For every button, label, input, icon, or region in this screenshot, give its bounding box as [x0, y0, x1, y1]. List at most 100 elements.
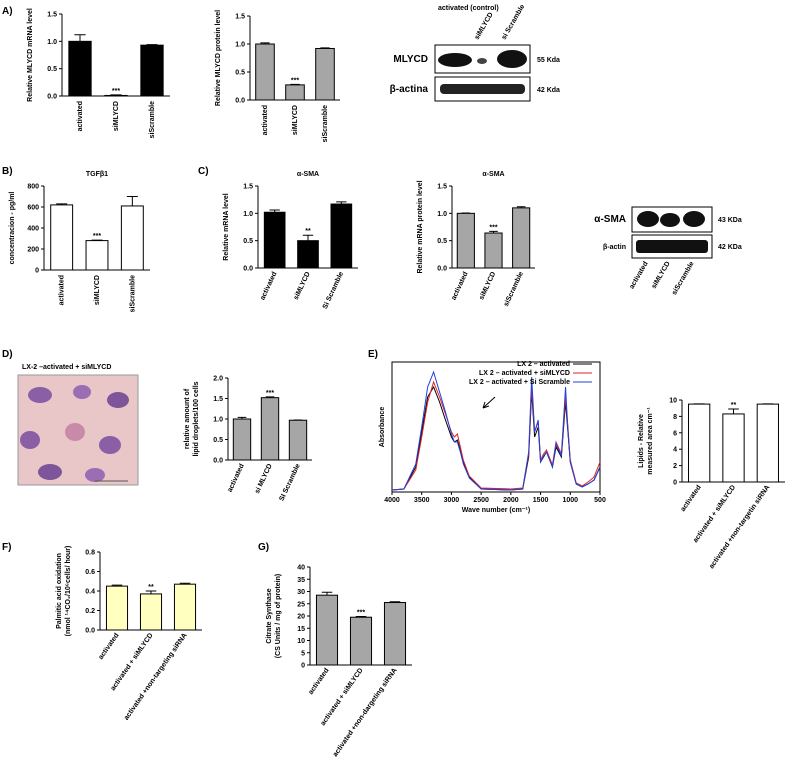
legend-label: LX 2 – activated + Si Scramble	[469, 379, 570, 386]
y-axis-title: lipid droplets/100 cells	[193, 381, 200, 456]
x-tick-label: si MLYCD	[254, 463, 274, 495]
western-blot: activated (control) siMLYCD si Scramble …	[390, 3, 560, 102]
y-tick-label: 4	[673, 447, 677, 454]
error-bar	[111, 584, 123, 587]
bar	[232, 418, 252, 461]
x-tick-label: siMLYCD	[113, 101, 120, 131]
x-axis-title: Wave number (cm⁻¹)	[462, 507, 530, 514]
x-tick-label: siMLYCD	[293, 271, 312, 301]
x-tick-label: activated	[680, 484, 703, 513]
y-tick-label: 0.5	[235, 70, 245, 77]
y-tick-label: 25	[297, 601, 305, 608]
y-axis-title: Citrate Synthase	[266, 588, 273, 643]
cell	[107, 392, 129, 408]
x-tick-label: 2500	[473, 497, 489, 504]
x-tick-label: siScramble	[322, 105, 329, 142]
y-tick-label: 20	[297, 614, 305, 621]
micrograph: LX-2 –activated + siMLYCD	[17, 364, 139, 486]
bar	[85, 240, 109, 271]
y-tick-label: 0.2	[85, 608, 95, 615]
y-tick-label: 10	[297, 638, 305, 645]
x-tick-label: siScramble	[129, 275, 136, 312]
y-tick-label: 15	[297, 626, 305, 633]
bar	[140, 44, 164, 97]
error-bar	[260, 42, 270, 44]
error-bar	[355, 615, 367, 618]
y-tick-label: 0.6	[85, 569, 95, 576]
y-tick-label: 0.0	[213, 458, 223, 465]
y-tick-label: 1.0	[437, 211, 447, 218]
x-tick-label: activated	[59, 275, 66, 305]
y-tick-label: 1.5	[437, 184, 447, 191]
error-bar	[728, 408, 739, 414]
bar	[104, 94, 128, 97]
y-tick-label: 1.0	[243, 211, 253, 218]
significance: ***	[112, 88, 120, 95]
legend-label: LX 2 – activated + siMLYCD	[479, 370, 570, 377]
bar	[688, 403, 711, 483]
y-tick-label: 0.0	[243, 266, 253, 273]
band-label: β-actin	[603, 244, 626, 251]
error-bar	[179, 582, 191, 585]
y-tick-label: 600	[27, 205, 39, 212]
arrow	[482, 396, 496, 409]
significance: ***	[291, 77, 299, 84]
x-tick-label: activated +non-targeting siRNA	[123, 632, 189, 722]
panel-label: C)	[198, 166, 209, 177]
y-axis-title: Lipids - Relative	[638, 414, 645, 468]
y-axis-title: Relative mRNA level	[223, 193, 230, 260]
y-axis-title: Relative MLYCD protein level	[215, 10, 222, 106]
cell	[38, 464, 62, 480]
bar	[255, 43, 275, 101]
bar	[484, 232, 503, 269]
y-tick-label: 1.0	[213, 417, 223, 424]
western-blot: α-SMA β-actin 43 KDa 42 KDa activated si…	[594, 206, 742, 296]
lane-label: si Scramble	[501, 3, 527, 41]
bar	[722, 413, 745, 483]
y-tick-label: 800	[27, 184, 39, 191]
x-tick-label: siScramble	[503, 271, 525, 308]
y-tick-label: 0.5	[213, 437, 223, 444]
bar	[383, 602, 407, 666]
bar	[285, 84, 305, 101]
panel-label: A)	[2, 6, 13, 17]
cell	[28, 387, 52, 403]
error-bar	[290, 83, 300, 85]
y-tick-label: 0	[673, 480, 677, 487]
cell	[85, 468, 105, 482]
x-tick-label: activated +non-targetin siRNA	[708, 484, 771, 570]
y-axis-title: Relative mRNA protein level	[417, 180, 424, 273]
error-bar	[56, 203, 68, 205]
band-label: α-SMA	[594, 214, 626, 225]
x-tick-label: activated	[259, 271, 278, 301]
x-tick-label: activated	[262, 105, 269, 135]
band	[477, 58, 487, 64]
y-tick-label: 0.0	[85, 628, 95, 635]
y-axis-title: concentracion - pg/ml	[9, 192, 16, 265]
x-tick-label: 2000	[503, 497, 519, 504]
x-tick-label: activated	[227, 463, 246, 493]
bar	[139, 593, 163, 631]
y-tick-label: 40	[297, 565, 305, 572]
size-label: 42 KDa	[718, 244, 742, 251]
error-bar	[265, 396, 275, 398]
band-label: β-actina	[390, 84, 429, 95]
x-tick-label: siMLYCD	[478, 271, 497, 301]
x-tick-label: siMLYCD	[94, 275, 101, 305]
size-label: 43 KDa	[718, 217, 742, 224]
y-tick-label: 0.5	[437, 238, 447, 245]
y-tick-label: 2.0	[213, 376, 223, 383]
y-axis-title: (CS Units / mg of protein)	[275, 574, 282, 658]
error-bar	[320, 47, 330, 49]
y-tick-label: 0.0	[47, 94, 57, 101]
y-tick-label: 400	[27, 226, 39, 233]
x-tick-label: activated	[97, 632, 120, 661]
significance: **	[731, 402, 737, 409]
x-tick-label: siScramble	[149, 101, 156, 138]
significance: **	[305, 228, 311, 235]
cell	[99, 436, 121, 454]
y-axis-title: relative amount of	[184, 388, 191, 449]
lane-label: activated (control)	[438, 5, 499, 12]
